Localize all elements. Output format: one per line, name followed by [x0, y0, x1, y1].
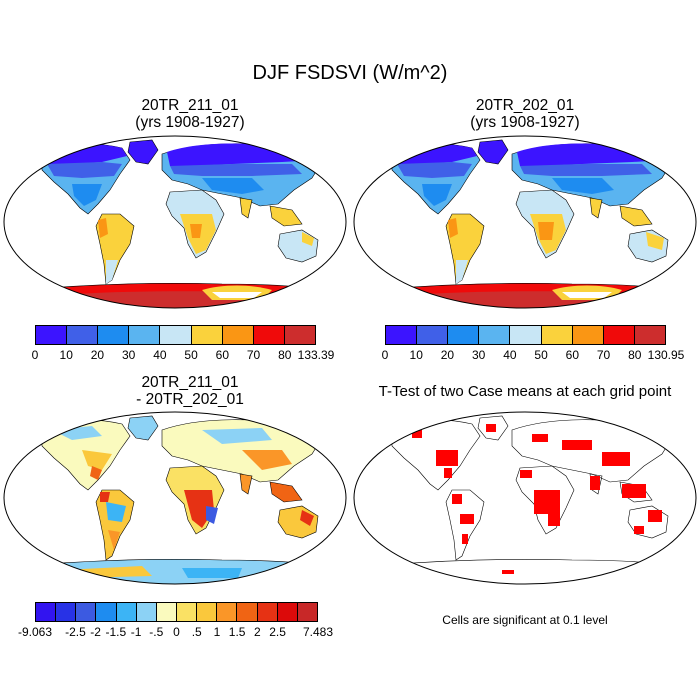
colorbar-swatch: [156, 603, 177, 621]
panel-2-case-name: 20TR_202_01: [475, 97, 575, 114]
panel-3-case-name: 20TR_211_01: [141, 374, 239, 391]
colorbar-tick-label: 2: [254, 625, 261, 639]
colorbar-swatch: [96, 603, 117, 621]
colorbar-case-1: [35, 325, 316, 345]
panel-2-years: (yrs 1908-1927): [470, 114, 580, 131]
colorbar-tick-label: -9.063: [17, 625, 53, 639]
colorbar-swatch: [56, 603, 77, 621]
colorbar-tick-label: 0: [173, 625, 180, 639]
colorbar-tick-label: 0: [381, 348, 389, 362]
colorbar-tick-label: -1: [130, 625, 142, 639]
colorbar-swatch: [386, 326, 418, 344]
colorbar-tick-label: 7.483: [302, 625, 334, 639]
panel-3-minus-case: - 20TR_202_01: [136, 391, 244, 408]
panel-1-case-name: 20TR_211_01: [141, 97, 239, 114]
panel-2-title: 20TR_202_01 (yrs 1908-1927): [350, 97, 700, 131]
colorbar-tick-label: 70: [246, 348, 261, 362]
colorbar-tick-label: 2.5: [269, 625, 286, 639]
colorbar-swatch: [634, 326, 665, 344]
significance-note: Cells are significant at 0.1 level: [442, 613, 608, 627]
colorbar-swatch: [129, 326, 161, 344]
colorbar-tick-label: 10: [59, 348, 73, 362]
colorbar-swatch: [541, 326, 573, 344]
colorbar-swatch: [98, 326, 130, 344]
colorbar-tick-label: 20: [90, 348, 105, 362]
colorbar-tick-label: 30: [471, 348, 486, 362]
colorbar-swatch: [160, 326, 192, 344]
colorbar-swatch: [572, 326, 604, 344]
colorbar-tick-label: 40: [153, 348, 167, 362]
panel-1-title: 20TR_211_01 (yrs 1908-1927): [20, 97, 360, 131]
colorbar-tick-label: 80: [278, 348, 292, 362]
colorbar-tick-label: 1: [213, 625, 221, 639]
colorbar-swatch: [479, 326, 511, 344]
colorbar-swatch: [76, 603, 97, 621]
colorbar-swatch: [510, 326, 542, 344]
colorbar-tick-label: 130.95: [647, 348, 685, 362]
colorbar-tick-label: 133.39: [297, 348, 335, 362]
panel-1-years: (yrs 1908-1927): [135, 114, 245, 131]
colorbar-tick-label: 50: [184, 348, 198, 362]
colorbar-swatch: [237, 603, 258, 621]
colorbar-tick-label: .5: [191, 625, 202, 639]
colorbar-swatch: [448, 326, 480, 344]
colorbar-tick-label: 70: [596, 348, 611, 362]
colorbar-tick-label: 50: [534, 348, 548, 362]
colorbar-swatch: [176, 603, 198, 621]
colorbar-swatch: [191, 326, 223, 344]
colorbar-tick-label: 1.5: [228, 625, 246, 639]
colorbar-tick-label: 30: [121, 348, 136, 362]
map-difference: [3, 411, 347, 585]
colorbar-swatch: [417, 326, 449, 344]
colorbar-tick-label: -1.5: [105, 625, 127, 639]
map-case-2: [353, 135, 697, 309]
panel-4-title: T-Test of two Case means at each grid po…: [378, 383, 672, 400]
colorbar-swatch: [297, 603, 317, 621]
colorbar-tick-label: 20: [440, 348, 455, 362]
colorbar-swatch: [222, 326, 254, 344]
colorbar-swatch: [253, 326, 285, 344]
colorbar-tick-label: 60: [565, 348, 580, 362]
colorbar-swatch: [136, 603, 157, 621]
colorbar-swatch: [603, 326, 635, 344]
colorbar-swatch: [257, 603, 278, 621]
colorbar-swatch: [277, 603, 298, 621]
colorbar-tick-label: -2: [90, 625, 101, 639]
map-case-1: [3, 135, 347, 309]
colorbar-swatch: [284, 326, 315, 344]
colorbar-tick-label: 60: [215, 348, 230, 362]
colorbar-swatch: [67, 326, 99, 344]
colorbar-swatch: [36, 326, 68, 344]
page-title: DJF FSDSVI (W/m^2): [252, 62, 448, 84]
colorbar-tick-label: -2.5: [65, 625, 86, 639]
colorbar-tick-label: -.5: [149, 625, 164, 639]
colorbar-tick-label: 40: [503, 348, 517, 362]
panel-3-title: 20TR_211_01 - 20TR_202_01: [20, 374, 360, 408]
colorbar-difference: [35, 602, 318, 622]
colorbar-swatch: [116, 603, 137, 621]
colorbar-tick-label: 0: [31, 348, 39, 362]
colorbar-swatch: [197, 603, 218, 621]
colorbar-swatch: [36, 603, 57, 621]
map-t-test: [353, 411, 697, 585]
colorbar-tick-label: 10: [409, 348, 423, 362]
colorbar-case-2: [385, 325, 666, 345]
colorbar-swatch: [217, 603, 238, 621]
colorbar-tick-label: 80: [628, 348, 642, 362]
